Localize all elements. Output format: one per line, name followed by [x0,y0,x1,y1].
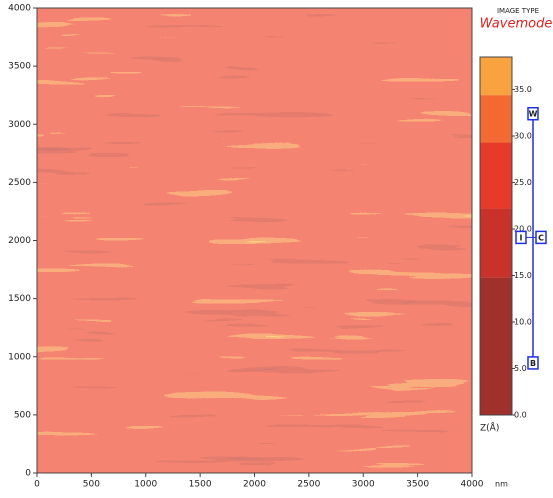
marker-label: W [529,110,538,119]
colorbar-tick-label: 15.0 [514,271,532,280]
height-image [37,8,472,473]
colorbar-label: Z(Å) [480,422,499,434]
colorbar-band [480,208,512,278]
marker-label: C [538,233,544,242]
y-tick-label: 500 [14,410,31,420]
colorbar-band [480,95,512,143]
x-tick-label: 2000 [243,480,266,490]
marker [535,230,547,245]
x-tick-label: 500 [83,480,100,490]
colorbar-band [480,142,512,209]
y-tick-label: 4000 [8,4,31,14]
y-tick-label: 2500 [8,178,31,188]
colorbar-band [480,57,512,96]
colorbar-tick-label: 0.0 [514,411,527,420]
y-tick-label: 3500 [8,62,31,72]
image-type-label: IMAGE TYPE [497,7,539,15]
marker [527,356,539,370]
x-tick-label: 2500 [297,480,320,490]
y-tick-label: 3000 [8,120,31,130]
marker-label: B [530,359,536,368]
marker [515,230,527,245]
x-tick-label: 3500 [406,480,429,490]
colorbar-tick-label: 20.0 [514,225,532,234]
x-tick-label: 4000 [461,480,484,490]
x-tick-label: 3000 [352,480,375,490]
y-tick-label: 1500 [8,294,31,304]
y-tick-label: 1000 [8,352,31,362]
x-tick-label: 1000 [134,480,157,490]
colorbar-tick-label: 10.0 [514,318,532,327]
colorbar-tick-label: 30.0 [514,132,532,141]
x-tick-label: 0 [34,480,40,490]
x-axis-label: nm [495,480,508,489]
colorbar-tick-label: 5.0 [514,364,527,373]
colorbar-band [480,277,512,415]
colorbar-frame [479,56,513,416]
marker [527,106,539,121]
y-tick-label: 0 [25,469,31,479]
x-tick-label: 1500 [189,480,212,490]
image-type: Wavemode [480,17,553,32]
colorbar-tick-label: 35.0 [514,85,532,94]
y-tick-label: 2000 [8,236,31,246]
colorbar-tick-label: 25.0 [514,178,532,187]
marker-label: I [520,233,523,242]
